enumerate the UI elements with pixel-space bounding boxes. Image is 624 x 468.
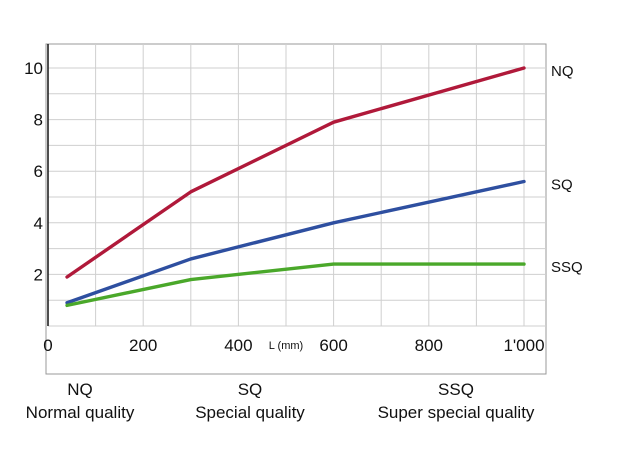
series-label-ssq: SSQ [551,259,583,276]
x-tick-label: 0 [43,336,52,355]
x-tick-label: 400 [224,336,252,355]
legend-ssq-code: SSQ [438,380,474,399]
legend-nq-desc: Normal quality [25,403,135,422]
y-tick-label: 8 [34,111,43,130]
x-tick-label: 1'000 [503,336,544,355]
series-label-sq: SQ [551,177,573,194]
x-tick-label: 600 [319,336,347,355]
series-line-nq [65,66,526,279]
legend-sq-code: SQ [237,380,263,399]
x-tick-label: 200 [129,336,157,355]
series-group [65,66,526,308]
series-labels: NQ SQ SSQ [551,63,583,276]
legend-sq: SQ Special quality [170,378,330,424]
legend-sq-desc: Special quality [195,403,305,422]
legend-ssq: SSQ Super special quality [356,378,556,424]
series-line-ssq [65,262,526,308]
y-tick-label: 6 [34,162,43,181]
quality-legend: NQ Normal quality SQ Special quality SSQ… [0,378,624,438]
legend-nq: NQ Normal quality [0,378,160,424]
legend-ssq-desc: Super special quality [377,403,535,422]
series-line-sq [65,179,526,305]
x-tick-label: 800 [415,336,443,355]
chart: 2 4 6 8 10 0 200 400 600 800 1'000 L (mm) NQ SQ SSQ [24,43,583,375]
y-tick-label: 10 [24,59,43,78]
legend-nq-code: NQ [67,380,93,399]
y-tick-label: 2 [34,265,43,284]
x-axis-label: L (mm) [269,340,303,352]
series-label-nq: NQ [551,63,574,80]
tick-labels: 2 4 6 8 10 0 200 400 600 800 1'000 L (mm) [24,59,544,355]
y-tick-label: 4 [34,214,43,233]
plot-frame [45,43,547,375]
